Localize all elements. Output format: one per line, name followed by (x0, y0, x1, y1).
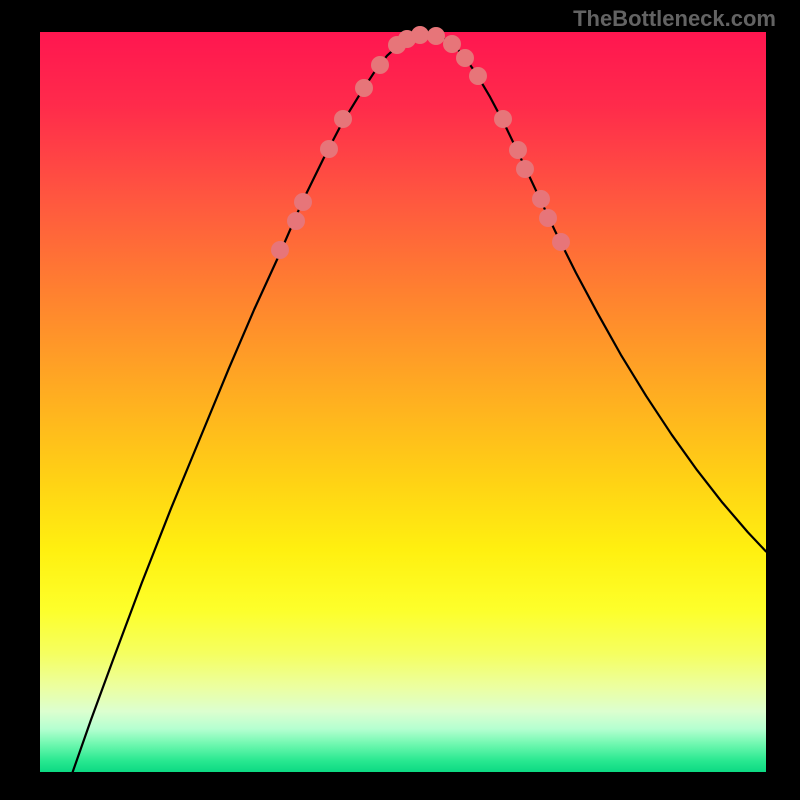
plot-area (40, 32, 766, 772)
watermark-text: TheBottleneck.com (573, 6, 776, 32)
gradient-background (40, 32, 766, 772)
chart-canvas: { "meta": { "watermark_text": "TheBottle… (0, 0, 800, 800)
